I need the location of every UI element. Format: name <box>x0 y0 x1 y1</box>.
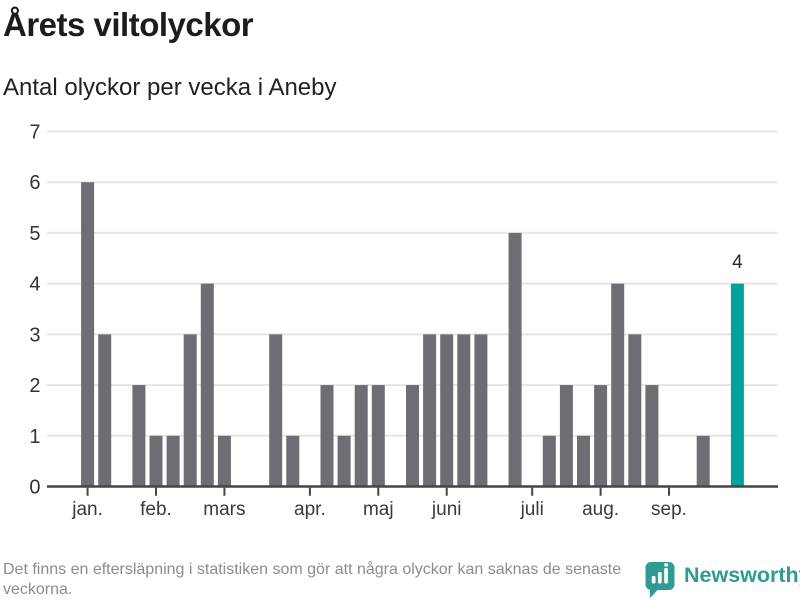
chart-title: Årets viltolyckor <box>3 6 254 43</box>
bar-week-23 <box>457 334 471 487</box>
bar-week-28 <box>542 435 556 487</box>
bar-week-22 <box>440 334 454 487</box>
ytick-label-6: 6 <box>29 172 40 194</box>
bar-chart: 0 1 2 3 4 5 6 7 4 jan. feb. mars apr. maj juni juli aug.… <box>29 122 778 520</box>
bar-week-13 <box>286 435 300 487</box>
chart-subtitle: Antal olyckor per vecka i Aneby <box>3 74 337 101</box>
bar-week-9 <box>217 435 231 487</box>
bar-week-5 <box>149 435 163 487</box>
ytick-label-3: 3 <box>29 324 40 346</box>
bar-week-37 <box>696 435 710 487</box>
month-label-jan: jan. <box>71 499 103 520</box>
bar-week-24 <box>474 334 488 487</box>
bar-week-33 <box>628 334 642 487</box>
ytick-label-1: 1 <box>29 426 40 448</box>
newsworthy-logo-text: Newsworthy <box>684 563 800 587</box>
bar-week-7 <box>183 334 197 487</box>
ytick-label-0: 0 <box>29 477 40 499</box>
bar-week-39-highlighted <box>730 283 744 487</box>
bar-week-34 <box>645 385 659 487</box>
footer-note: Det finns en eftersläpning i statistiken… <box>3 561 622 598</box>
bar-week-6 <box>166 435 180 487</box>
highlight-value-label: 4 <box>732 252 743 273</box>
month-label-apr: apr. <box>294 499 326 520</box>
bar-week-29 <box>559 385 573 487</box>
bar-week-16 <box>337 435 351 487</box>
bar-week-20 <box>406 385 419 487</box>
month-label-maj: maj <box>363 499 394 520</box>
month-label-feb: feb. <box>140 499 172 520</box>
ytick-label-2: 2 <box>29 375 40 397</box>
month-label-sep: sep. <box>651 499 687 520</box>
bar-week-2 <box>98 334 112 487</box>
bar-week-32 <box>611 283 625 487</box>
bar-week-30 <box>577 435 590 487</box>
bar-week-1 <box>81 182 95 487</box>
bar-week-31 <box>594 385 608 487</box>
newsworthy-logo-icon <box>645 562 675 598</box>
month-label-mars: mars <box>203 499 245 520</box>
ytick-label-5: 5 <box>29 223 40 245</box>
bar-week-4 <box>132 385 146 487</box>
bar-week-26 <box>508 232 522 487</box>
month-label-aug: aug. <box>582 499 619 520</box>
bar-week-18 <box>371 385 385 487</box>
month-label-juli: juli <box>520 499 544 520</box>
ytick-label-4: 4 <box>29 274 40 296</box>
month-label-juni: juni <box>431 499 462 520</box>
bar-week-21 <box>423 334 437 487</box>
ytick-label-7: 7 <box>29 122 40 144</box>
newsworthy-logo: Newsworthy <box>645 561 800 599</box>
bar-week-8 <box>200 283 214 487</box>
bar-week-15 <box>320 385 334 487</box>
bar-week-12 <box>269 334 283 487</box>
bar-week-17 <box>354 385 368 487</box>
